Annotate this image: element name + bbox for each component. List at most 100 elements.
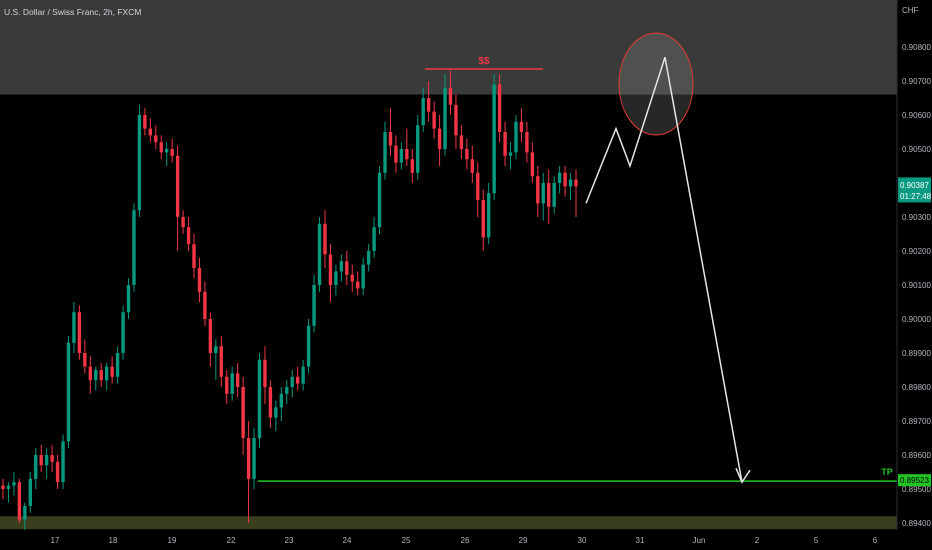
candle-body bbox=[94, 370, 98, 381]
candle bbox=[132, 203, 136, 292]
candle-body bbox=[268, 387, 273, 418]
candle bbox=[454, 94, 458, 149]
candle-body bbox=[519, 121, 524, 132]
candle-body bbox=[12, 482, 16, 486]
candle-body bbox=[334, 271, 338, 285]
candle bbox=[481, 189, 485, 251]
candle bbox=[186, 217, 191, 251]
price-tick-label: 0.89700 bbox=[902, 417, 931, 426]
candles-group bbox=[1, 70, 578, 530]
time-tick-label: 17 bbox=[51, 536, 60, 545]
candle bbox=[121, 305, 125, 360]
candle-body bbox=[219, 346, 223, 377]
candle bbox=[345, 251, 349, 285]
candle-body bbox=[361, 264, 365, 289]
candle-body bbox=[301, 366, 305, 384]
time-tick-label: 25 bbox=[402, 536, 411, 545]
price-badge-countdown: 01:27:48 bbox=[900, 192, 932, 201]
candle bbox=[410, 149, 414, 183]
candle-body bbox=[241, 387, 245, 438]
candle-body bbox=[186, 227, 191, 245]
candle-body bbox=[104, 366, 109, 381]
candle-body bbox=[339, 261, 344, 272]
candle-body bbox=[23, 506, 27, 520]
candle-body bbox=[72, 312, 76, 343]
time-axis[interactable]: 17 18 19 22 23 24 25 26 29 30 31 Jun 2 5 6 bbox=[51, 536, 878, 545]
candle bbox=[350, 264, 354, 292]
candle-body bbox=[541, 183, 545, 204]
time-tick-label: 24 bbox=[343, 536, 352, 545]
candle bbox=[323, 210, 327, 268]
candle bbox=[44, 448, 49, 479]
candle-body bbox=[312, 285, 316, 326]
candle-body bbox=[55, 461, 60, 483]
candle bbox=[23, 502, 27, 530]
candle bbox=[55, 455, 60, 489]
candle-body bbox=[388, 132, 393, 146]
price-axis[interactable]: 0.908000.907000.906000.905000.904000.903… bbox=[902, 43, 931, 528]
candle-body bbox=[470, 159, 475, 173]
candle bbox=[563, 166, 567, 197]
price-tick-label: 0.89400 bbox=[902, 519, 931, 528]
candle-body bbox=[557, 172, 562, 183]
candle-body bbox=[148, 128, 153, 136]
candle-body bbox=[508, 152, 513, 156]
candle-body bbox=[83, 353, 87, 367]
candle bbox=[61, 434, 65, 489]
candle bbox=[126, 278, 131, 319]
candle bbox=[72, 302, 76, 353]
candle-body bbox=[574, 179, 578, 187]
candle-body bbox=[279, 393, 284, 408]
candle bbox=[50, 444, 54, 472]
candle bbox=[295, 366, 300, 391]
candle-body bbox=[192, 244, 196, 268]
time-tick-label: 31 bbox=[636, 536, 645, 545]
candle bbox=[399, 142, 404, 170]
candle bbox=[437, 115, 442, 166]
price-badge-value: 0.90387 bbox=[900, 181, 929, 190]
candle bbox=[514, 115, 518, 160]
candle-body bbox=[476, 172, 480, 200]
candle-body bbox=[34, 455, 38, 479]
candle-body bbox=[416, 125, 420, 173]
candle bbox=[34, 448, 38, 489]
candle-body bbox=[170, 149, 174, 156]
candle-body bbox=[154, 135, 158, 143]
currency-label: CHF bbox=[902, 6, 919, 15]
candle-body bbox=[181, 217, 185, 228]
candle bbox=[432, 101, 436, 139]
price-tick-label: 0.89800 bbox=[902, 383, 931, 392]
candle-body bbox=[274, 407, 278, 418]
time-tick-label: 29 bbox=[519, 536, 528, 545]
candle bbox=[525, 121, 529, 163]
candle-body bbox=[235, 373, 240, 387]
price-tick-label: 0.90800 bbox=[902, 43, 931, 52]
candle bbox=[383, 121, 387, 180]
candle bbox=[39, 444, 43, 472]
candle-body bbox=[175, 155, 180, 217]
price-tick-label: 0.90700 bbox=[902, 77, 931, 86]
candle bbox=[306, 319, 311, 374]
candle-body bbox=[143, 115, 147, 129]
symbol-title: U.S. Dollar / Swiss Franc, 2h, FXCM bbox=[4, 7, 141, 17]
candle bbox=[83, 339, 87, 374]
candle bbox=[148, 118, 153, 143]
candle bbox=[334, 264, 338, 296]
candle-body bbox=[492, 84, 496, 194]
candle-body bbox=[290, 376, 294, 387]
price-tick-label: 0.89900 bbox=[902, 349, 931, 358]
projection-path bbox=[585, 56, 743, 483]
time-tick-label: 18 bbox=[109, 536, 118, 545]
candle bbox=[312, 274, 316, 333]
candle-body bbox=[225, 376, 229, 394]
candle bbox=[339, 254, 344, 282]
candle bbox=[552, 176, 556, 214]
candle-body bbox=[530, 152, 535, 177]
candle bbox=[508, 142, 513, 170]
candle bbox=[6, 482, 11, 503]
candle bbox=[110, 356, 114, 384]
candle-body bbox=[197, 268, 202, 292]
candle-body bbox=[246, 438, 251, 479]
candle bbox=[547, 169, 551, 224]
